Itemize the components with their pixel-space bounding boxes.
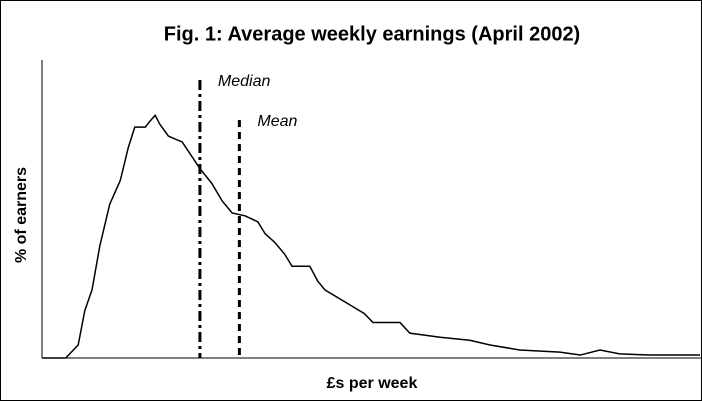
annotation-label: Median (218, 73, 271, 90)
chart-title: Fig. 1: Average weekly earnings (April 2… (164, 23, 580, 45)
y-axis-label: % of earners (13, 167, 30, 263)
annotation-label: Mean (257, 113, 297, 130)
line-series (42, 113, 700, 359)
x-axis-label: £s per week (327, 375, 418, 392)
